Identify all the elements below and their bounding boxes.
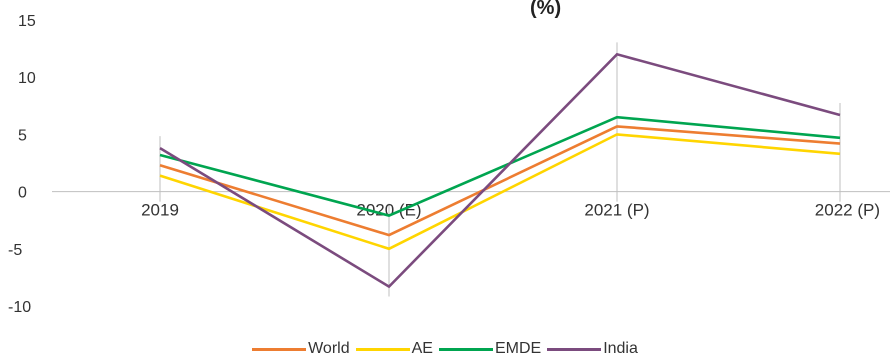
x-axis-ticks: 2019 2020 (E) 2021 (P) 2022 (P) bbox=[141, 201, 880, 220]
legend-swatch bbox=[547, 347, 602, 351]
legend-item-ae: AE bbox=[355, 340, 433, 358]
series-lines bbox=[159, 52, 841, 289]
y-axis-ticks: 15 10 5 0 -5 -10 bbox=[8, 13, 36, 316]
legend-swatch bbox=[355, 347, 410, 351]
y-tick-label: 0 bbox=[18, 185, 27, 202]
drop-lines bbox=[159, 42, 841, 297]
x-tick-label: 2021 (P) bbox=[584, 201, 649, 220]
legend-item-world: World bbox=[252, 340, 350, 358]
legend-swatch bbox=[438, 347, 493, 351]
legend-swatch bbox=[252, 347, 307, 351]
legend-label: India bbox=[603, 340, 638, 357]
legend-item-emde: EMDE bbox=[438, 340, 542, 358]
series-line-india bbox=[159, 52, 841, 289]
y-tick-label: -5 bbox=[8, 242, 22, 259]
legend-label: AE bbox=[411, 340, 433, 357]
legend-label: EMDE bbox=[494, 340, 542, 357]
y-tick-label: 5 bbox=[18, 127, 27, 144]
chart-title: (%) bbox=[530, 0, 561, 19]
legend-label: World bbox=[308, 340, 350, 357]
x-tick-label: 2022 (P) bbox=[815, 201, 880, 220]
series-line-emde bbox=[159, 115, 841, 217]
y-tick-label: 15 bbox=[18, 13, 36, 30]
chart-legend: World AE EMDE India bbox=[0, 338, 890, 360]
x-tick-label: 2020 (E) bbox=[356, 201, 421, 220]
y-tick-label: 10 bbox=[18, 70, 36, 87]
series-line-ae bbox=[159, 133, 841, 251]
y-tick-label: -10 bbox=[8, 299, 31, 316]
legend-item-india: India bbox=[547, 340, 638, 358]
series-line-world bbox=[159, 125, 841, 237]
x-tick-label: 2019 bbox=[141, 201, 179, 220]
